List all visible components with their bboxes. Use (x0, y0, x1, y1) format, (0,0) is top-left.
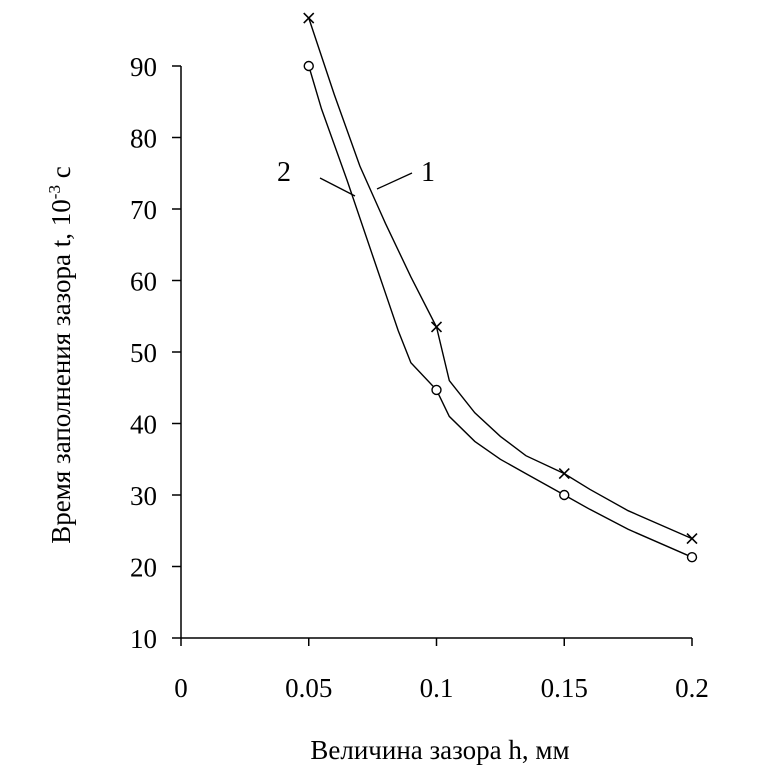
y-axis-title-main: Время заполнения зазора t, 10 (46, 199, 76, 544)
series-1-point (303, 12, 315, 24)
series-curves (308, 17, 693, 558)
y-tick-label: 10 (130, 624, 157, 654)
y-tick-label: 70 (130, 195, 157, 225)
series-2-point (431, 384, 442, 396)
y-axis-title-unit: с (46, 166, 76, 185)
axes (180, 66, 692, 639)
series-2-label: 2 (277, 157, 291, 188)
series-2-line (308, 65, 693, 558)
series-1-point (430, 321, 443, 333)
series-1-point (686, 533, 698, 545)
y-tick-label: 60 (130, 267, 157, 297)
x-tick-label: 0.05 (285, 673, 332, 703)
series-labels: 1 2 (277, 157, 435, 197)
series-2-point (686, 552, 698, 563)
y-tick-label: 90 (130, 52, 157, 82)
x-tick-label: 0.2 (675, 673, 709, 703)
series-1-point (558, 467, 570, 480)
x-ticks: 0 0.05 0.1 0.15 0.2 (174, 638, 709, 703)
series-1-line (308, 17, 693, 540)
series-markers (303, 12, 698, 563)
y-tick-label: 20 (130, 553, 157, 583)
y-ticks: 10 20 30 40 50 60 70 80 90 (130, 52, 181, 654)
y-tick-label: 50 (130, 338, 157, 368)
y-tick-label: 40 (130, 410, 157, 440)
series-2-leader-line (319, 177, 356, 197)
x-tick-label: 0.1 (420, 673, 454, 703)
x-tick-label: 0 (174, 673, 188, 703)
y-tick-label: 80 (130, 124, 157, 154)
y-axis-title: Время заполнения зазора t, 10-3 с (45, 166, 76, 543)
series-1-leader-line (376, 172, 413, 190)
series-2-point (559, 489, 570, 501)
series-1-label: 1 (421, 157, 435, 188)
y-axis-title-exponent: -3 (45, 185, 64, 199)
x-tick-label: 0.15 (541, 673, 588, 703)
series-2-point (303, 60, 314, 72)
x-axis-title: Величина зазора h, мм (310, 735, 569, 765)
y-tick-label: 30 (130, 481, 157, 511)
